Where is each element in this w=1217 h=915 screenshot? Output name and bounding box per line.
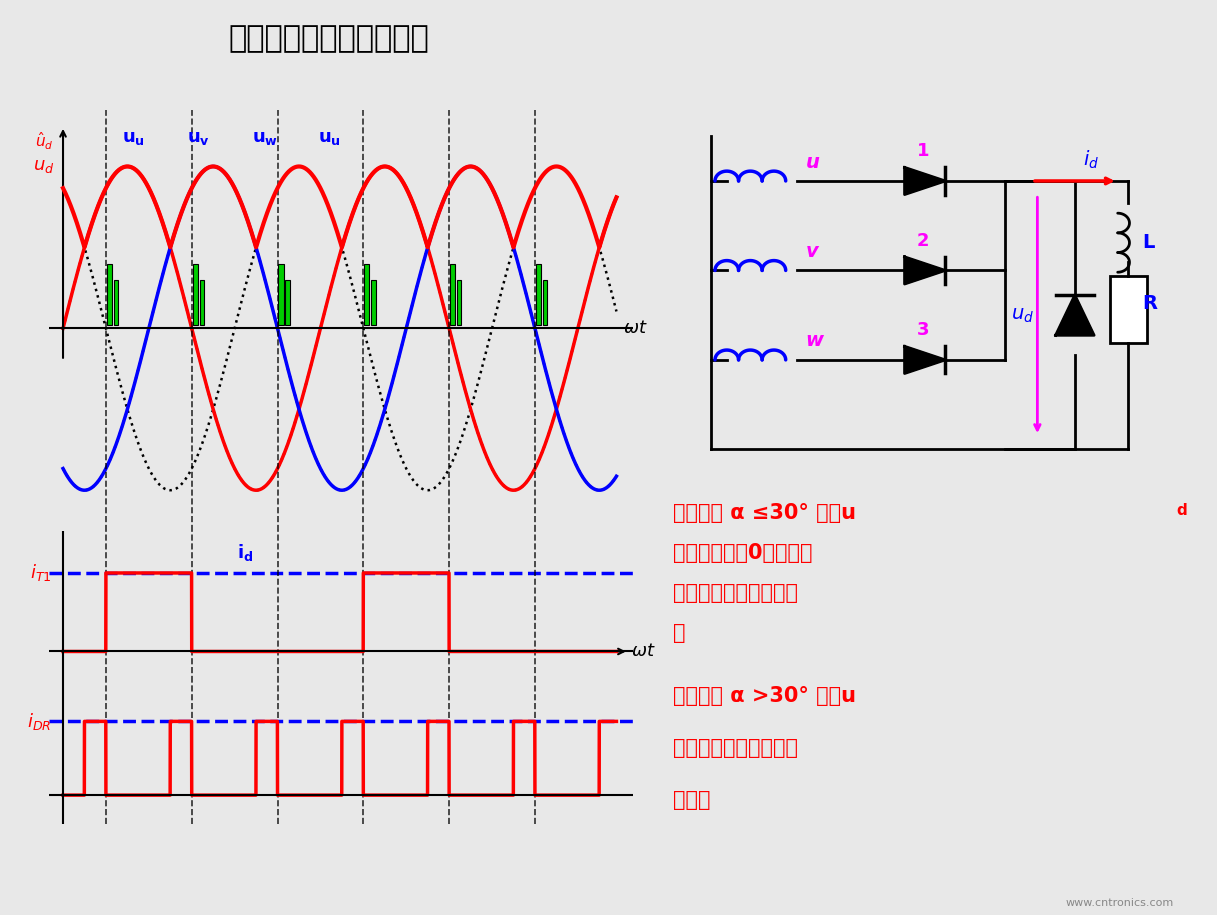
Text: 断续，续流二极管起续: 断续，续流二极管起续 — [673, 737, 798, 758]
Text: $\hat{u}_d$: $\hat{u}_d$ — [35, 130, 54, 152]
Text: $\omega t$: $\omega t$ — [623, 319, 647, 338]
Text: 流作用: 流作用 — [673, 790, 711, 810]
Text: 电阻负载 α >30° 时，u: 电阻负载 α >30° 时，u — [673, 686, 857, 705]
Text: 2: 2 — [916, 231, 930, 250]
Text: 1: 1 — [916, 143, 930, 160]
Text: v: v — [806, 242, 818, 261]
Bar — [535, 264, 542, 325]
Bar — [200, 280, 204, 325]
Text: L: L — [1142, 233, 1154, 252]
Bar — [371, 280, 376, 325]
Bar — [543, 280, 548, 325]
Text: d: d — [1177, 502, 1188, 518]
Bar — [113, 280, 118, 325]
Polygon shape — [904, 346, 946, 373]
Bar — [456, 280, 461, 325]
Text: $u_d$: $u_d$ — [33, 156, 54, 175]
Polygon shape — [904, 257, 946, 284]
Text: $\mathbf{i_d}$: $\mathbf{i_d}$ — [237, 543, 253, 564]
Text: $u_d$: $u_d$ — [1010, 306, 1033, 325]
Text: w: w — [806, 331, 824, 350]
Polygon shape — [904, 167, 946, 195]
Bar — [279, 264, 284, 325]
Text: 3: 3 — [916, 321, 930, 339]
Text: $\mathbf{u_w}$: $\mathbf{u_w}$ — [252, 129, 279, 147]
Text: 用: 用 — [673, 623, 685, 642]
Text: 电阻负载 α ≤30° 时，u: 电阻负载 α ≤30° 时，u — [673, 502, 857, 522]
Text: 电感性负载加续流二极管: 电感性负载加续流二极管 — [229, 25, 428, 53]
Text: $i_{T1}$: $i_{T1}$ — [30, 563, 51, 584]
Text: www.cntronics.com: www.cntronics.com — [1066, 898, 1173, 908]
Text: 连续且均大于0，续流二: 连续且均大于0，续流二 — [673, 543, 813, 563]
Text: $\mathbf{u_u}$: $\mathbf{u_u}$ — [318, 129, 341, 147]
Bar — [285, 280, 290, 325]
Bar — [192, 264, 198, 325]
Text: $\mathbf{u_v}$: $\mathbf{u_v}$ — [186, 129, 209, 147]
Text: R: R — [1142, 295, 1157, 313]
Text: 极管承受反压而不起作: 极管承受反压而不起作 — [673, 583, 798, 603]
Bar — [1110, 275, 1148, 343]
Bar — [107, 264, 112, 325]
Text: $\mathbf{u_u}$: $\mathbf{u_u}$ — [123, 129, 145, 147]
Text: u: u — [806, 153, 819, 171]
Polygon shape — [1055, 295, 1094, 335]
Text: $i_{DR}$: $i_{DR}$ — [27, 711, 51, 732]
Text: $i_d$: $i_d$ — [1083, 148, 1099, 170]
Text: $\omega t$: $\omega t$ — [630, 642, 656, 661]
Bar — [450, 264, 455, 325]
Bar — [364, 264, 370, 325]
